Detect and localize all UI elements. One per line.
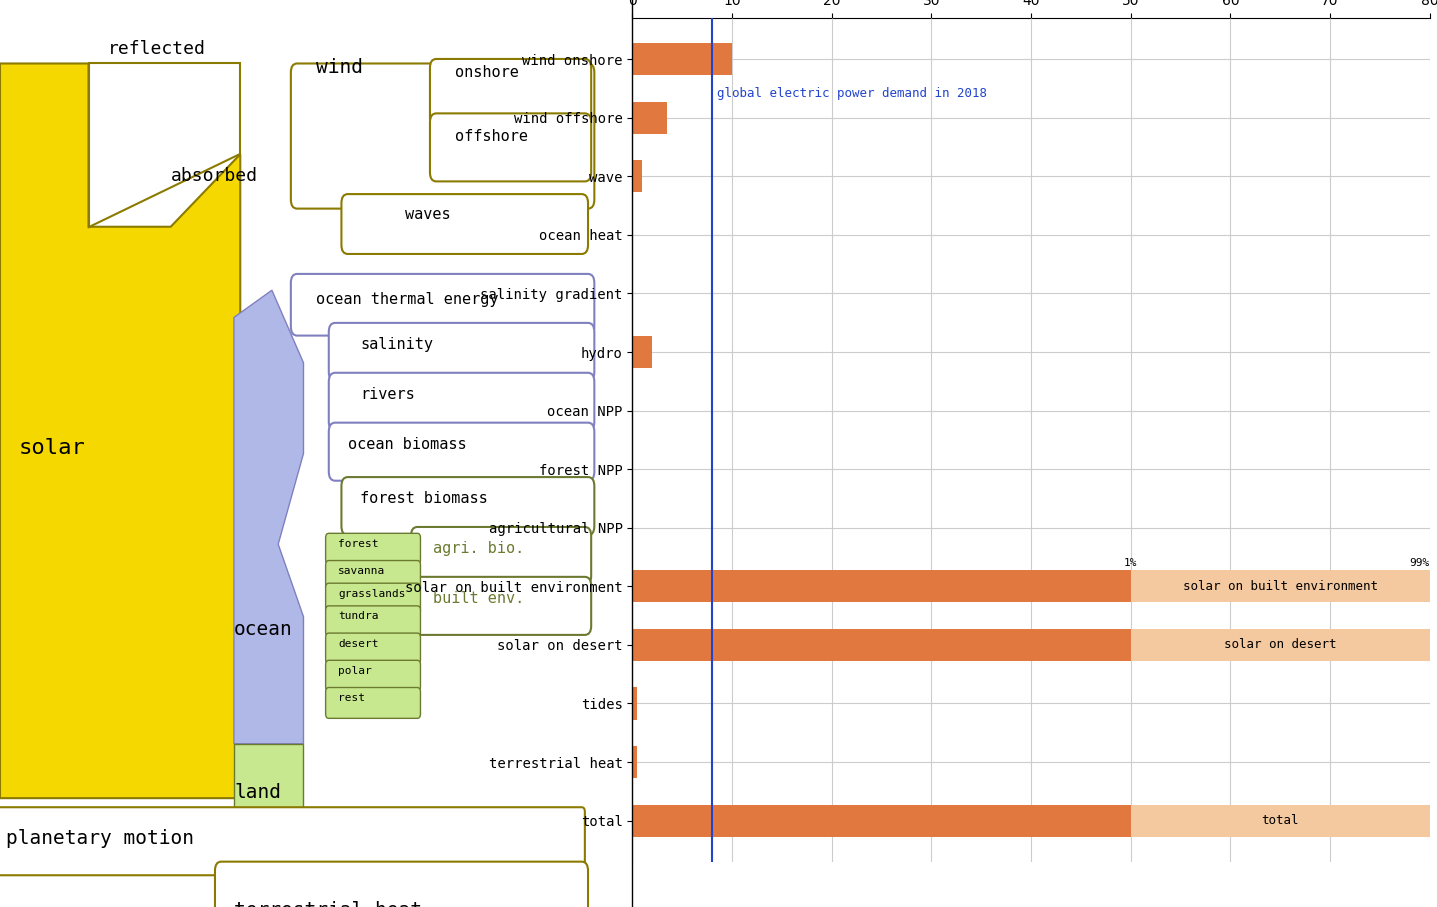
FancyBboxPatch shape	[342, 477, 595, 535]
FancyBboxPatch shape	[411, 577, 591, 635]
Text: forest: forest	[338, 539, 379, 549]
Polygon shape	[0, 63, 240, 798]
Bar	[632, 336, 652, 368]
Text: grasslands: grasslands	[338, 589, 405, 599]
Text: land: land	[234, 783, 282, 802]
Text: global electric power demand in 2018: global electric power demand in 2018	[717, 87, 987, 100]
FancyBboxPatch shape	[326, 688, 421, 718]
FancyBboxPatch shape	[326, 660, 421, 691]
Text: polar: polar	[338, 666, 372, 676]
Text: ocean thermal energy: ocean thermal energy	[316, 292, 499, 307]
Text: rivers: rivers	[361, 387, 415, 402]
Text: savanna: savanna	[338, 566, 385, 576]
Bar	[1131, 805, 1430, 837]
FancyBboxPatch shape	[290, 274, 595, 336]
Text: salinity: salinity	[361, 337, 434, 352]
FancyBboxPatch shape	[430, 59, 591, 127]
Polygon shape	[89, 63, 240, 227]
Text: onshore: onshore	[456, 65, 519, 80]
FancyBboxPatch shape	[290, 63, 595, 209]
Polygon shape	[234, 744, 303, 834]
FancyBboxPatch shape	[342, 194, 588, 254]
Text: ocean: ocean	[234, 619, 293, 639]
FancyBboxPatch shape	[326, 633, 421, 664]
Text: terrestrial heat: terrestrial heat	[234, 901, 422, 907]
FancyBboxPatch shape	[0, 807, 585, 875]
Text: solar on built environment: solar on built environment	[1183, 580, 1378, 593]
Text: offshore: offshore	[456, 129, 529, 143]
Text: 1%: 1%	[1124, 558, 1138, 568]
Bar	[1131, 571, 1430, 602]
Polygon shape	[234, 290, 303, 744]
Text: wind: wind	[316, 57, 364, 76]
Text: 99%: 99%	[1410, 558, 1430, 568]
Bar	[632, 102, 667, 134]
Text: solar: solar	[19, 437, 86, 457]
Bar	[632, 629, 1131, 661]
FancyBboxPatch shape	[326, 533, 421, 564]
Bar	[632, 161, 642, 192]
FancyBboxPatch shape	[326, 606, 421, 637]
FancyBboxPatch shape	[329, 423, 595, 481]
Text: tundra: tundra	[338, 611, 379, 621]
Text: planetary motion: planetary motion	[6, 828, 194, 847]
Bar	[632, 43, 731, 75]
FancyBboxPatch shape	[329, 323, 595, 381]
Bar	[632, 688, 637, 719]
Text: forest biomass: forest biomass	[361, 492, 489, 506]
Text: rest: rest	[338, 693, 365, 703]
FancyBboxPatch shape	[326, 583, 421, 614]
Bar	[632, 746, 637, 778]
FancyBboxPatch shape	[216, 862, 588, 907]
Text: desert: desert	[338, 639, 379, 649]
Text: built env.: built env.	[433, 591, 525, 606]
Text: waves: waves	[405, 208, 450, 222]
Text: reflected: reflected	[108, 41, 205, 58]
Text: agri. bio.: agri. bio.	[433, 541, 525, 556]
FancyBboxPatch shape	[329, 373, 595, 431]
FancyBboxPatch shape	[411, 527, 591, 585]
Text: solar on desert: solar on desert	[1224, 639, 1336, 651]
Bar	[632, 571, 1131, 602]
Text: total: total	[1262, 814, 1299, 827]
FancyBboxPatch shape	[326, 561, 421, 591]
Text: ocean biomass: ocean biomass	[348, 437, 467, 452]
Bar	[632, 805, 1131, 837]
Bar	[1131, 629, 1430, 661]
Text: absorbed: absorbed	[171, 168, 257, 185]
FancyBboxPatch shape	[430, 113, 591, 181]
